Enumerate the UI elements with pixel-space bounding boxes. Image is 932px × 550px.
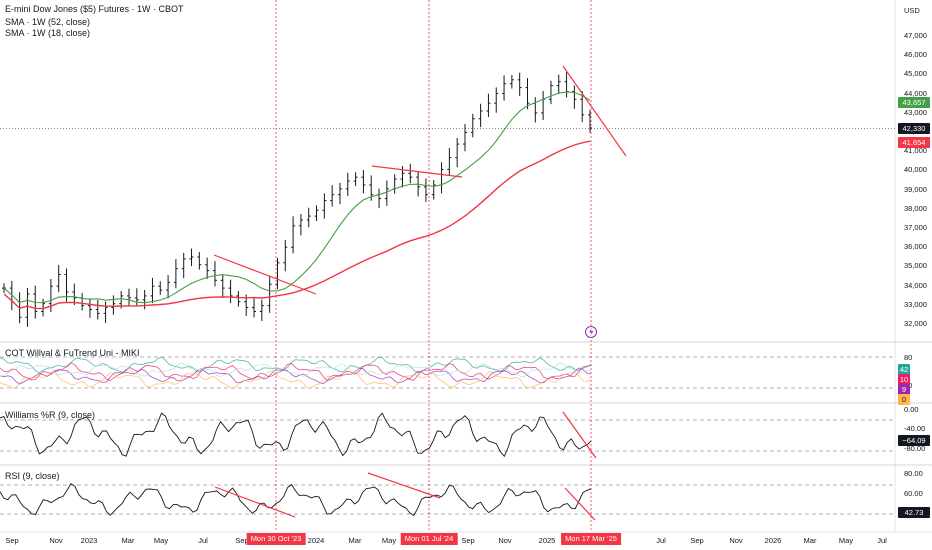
time-axis-label: May <box>838 536 854 545</box>
osc-trendline <box>564 487 596 521</box>
rsi-tick-60: 60.00 <box>904 489 923 498</box>
time-axis-label: 2023 <box>80 536 98 545</box>
williams-value-tag: −64.09 <box>898 435 930 446</box>
rsi-legend[interactable]: RSI (9, close) <box>5 471 60 481</box>
sma18-legend[interactable]: SMA · 1W (18, close) <box>5 28 91 38</box>
price-tick: 32,000 <box>904 319 927 328</box>
cot-legend[interactable]: COT Willval & FuTrend Uni - MIKI <box>5 348 140 358</box>
sma52-line <box>3 140 591 310</box>
currency-label[interactable]: USD <box>904 6 920 15</box>
price-tick: 38,000 <box>904 203 927 213</box>
price-tick: 47,000 <box>904 31 927 40</box>
time-axis-label: Mar <box>121 536 135 545</box>
price-tick: 37,000 <box>904 223 927 232</box>
cot-tag-42: 42 <box>898 364 910 375</box>
osc-trendline <box>367 472 441 499</box>
trendline <box>562 65 627 157</box>
osc-trendline <box>562 411 597 459</box>
price-tick: 33,000 <box>904 299 927 309</box>
time-axis-label: Nov <box>49 536 63 545</box>
time-highlight-mar25: Mon 17 Mar '25 <box>561 533 621 545</box>
time-highlight-jul24: Mon 01 Jul '24 <box>400 533 458 545</box>
time-axis-label: Sep <box>690 536 704 545</box>
price-bars <box>2 72 592 327</box>
time-axis-label: Sep <box>235 536 249 545</box>
sma52-legend[interactable]: SMA · 1W (52, close) <box>5 17 91 27</box>
williams-tick-40: -40.00 <box>904 424 926 433</box>
price-tick: 36,000 <box>904 242 927 252</box>
time-axis-label: Jul <box>877 536 887 545</box>
cot-line <box>0 362 592 378</box>
rsi-value-tag: 42.73 <box>898 507 930 518</box>
price-tick: 43,000 <box>904 107 927 117</box>
sma18-line <box>3 91 591 304</box>
trendline <box>213 254 317 295</box>
price-tick: 46,000 <box>904 50 927 60</box>
cot-line <box>0 362 592 382</box>
time-axis-label: Jul <box>198 536 208 545</box>
price-tick: 39,000 <box>904 184 927 194</box>
trendline <box>371 165 463 178</box>
rsi-tick-80: 80.00 <box>904 469 923 478</box>
williams-tick-80: -80.00 <box>904 444 926 453</box>
price-tick: 41,000 <box>904 146 927 156</box>
time-axis-label: May <box>153 536 169 545</box>
osc-trendline <box>214 486 296 518</box>
time-axis-label: 2024 <box>307 536 325 545</box>
williams-tick-0: 0.00 <box>904 405 919 414</box>
rsi-line <box>0 482 592 517</box>
sma18-price-tag: 43,657 <box>898 97 930 108</box>
time-axis-label: Nov <box>498 536 512 545</box>
cot-tag-9: 9 <box>898 384 910 395</box>
chart-overlays <box>0 65 627 521</box>
cot-tick-80: 80 <box>904 353 913 362</box>
time-axis-label: Mar <box>348 536 362 545</box>
price-tick: 34,000 <box>904 280 927 290</box>
williams-legend[interactable]: Williams %R (9, close) <box>5 410 96 420</box>
time-axis-label: 2026 <box>764 536 782 545</box>
price-tick: 44,000 <box>904 88 927 98</box>
lightning-event-icon <box>585 326 597 338</box>
williams-line <box>0 412 592 458</box>
time-axis-label: May <box>381 536 397 545</box>
cot-line <box>0 370 592 390</box>
time-axis-label: Nov <box>729 536 743 545</box>
time-highlight-oct23: Mon 30 Oct '23 <box>246 533 306 545</box>
time-axis-label: 2025 <box>538 536 556 545</box>
time-axis-label: Sep <box>461 536 475 545</box>
chart-grid <box>0 0 932 533</box>
price-tick: 40,000 <box>904 165 927 175</box>
cot-tag-0: 0 <box>898 394 910 405</box>
sma52-price-tag: 41,654 <box>898 137 930 148</box>
price-tick: 35,000 <box>904 261 927 271</box>
price-tick: 45,000 <box>904 69 927 79</box>
chart-title[interactable]: E-mini Dow Jones ($5) Futures · 1W · CBO… <box>5 4 184 14</box>
time-axis-label: Sep <box>5 536 19 545</box>
time-axis-label: Jul <box>656 536 666 545</box>
last-price-tag: 42,330 <box>898 123 930 134</box>
cot-tag-10: 10 <box>898 374 910 385</box>
time-axis-label: Mar <box>803 536 817 545</box>
